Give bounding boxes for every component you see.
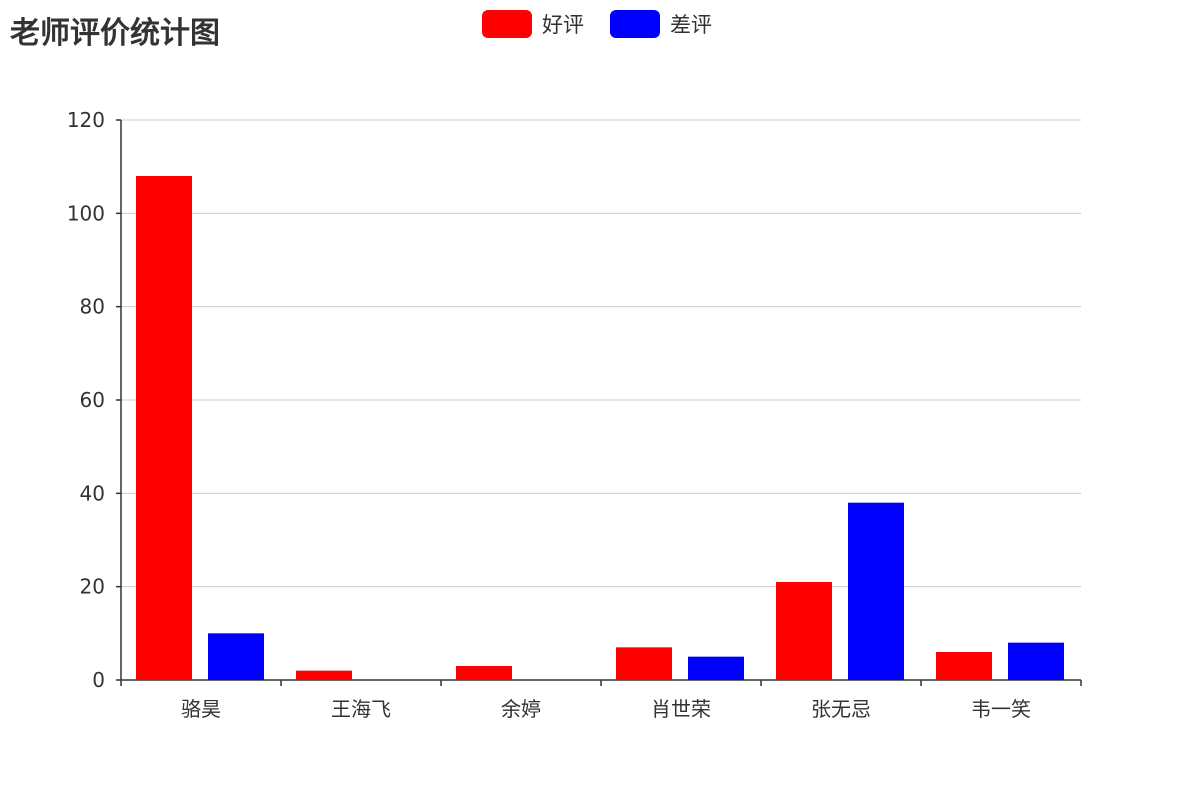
legend-swatch (482, 10, 532, 38)
y-tick-label: 120 (67, 108, 105, 132)
bar-good (776, 582, 832, 680)
bar-good (296, 670, 352, 680)
x-tick-label: 骆昊 (181, 697, 221, 721)
x-tick-label: 肖世荣 (651, 697, 711, 721)
x-tick-label: 张无忌 (811, 697, 871, 721)
y-tick-label: 100 (67, 201, 105, 225)
x-tick-label: 余婷 (501, 697, 541, 721)
y-tick-label: 80 (80, 295, 105, 319)
bar-good (456, 666, 512, 680)
bar-bad (688, 656, 744, 680)
y-tick-label: 0 (92, 668, 105, 692)
bar-bad (1008, 642, 1064, 680)
legend-label: 差评 (670, 13, 712, 37)
y-tick-label: 20 (80, 575, 105, 599)
bar-bad (848, 502, 904, 680)
legend-label: 好评 (542, 13, 584, 37)
bar-good (936, 652, 992, 680)
bar-bad (208, 633, 264, 680)
y-tick-label: 60 (80, 388, 105, 412)
y-tick-label: 40 (80, 481, 105, 505)
chart-title: 老师评价统计图 (10, 16, 220, 51)
x-tick-label: 王海飞 (331, 697, 391, 721)
legend-swatch (610, 10, 660, 38)
x-tick-label: 韦一笑 (971, 697, 1031, 721)
bar-good (616, 647, 672, 680)
bar-good (136, 176, 192, 680)
